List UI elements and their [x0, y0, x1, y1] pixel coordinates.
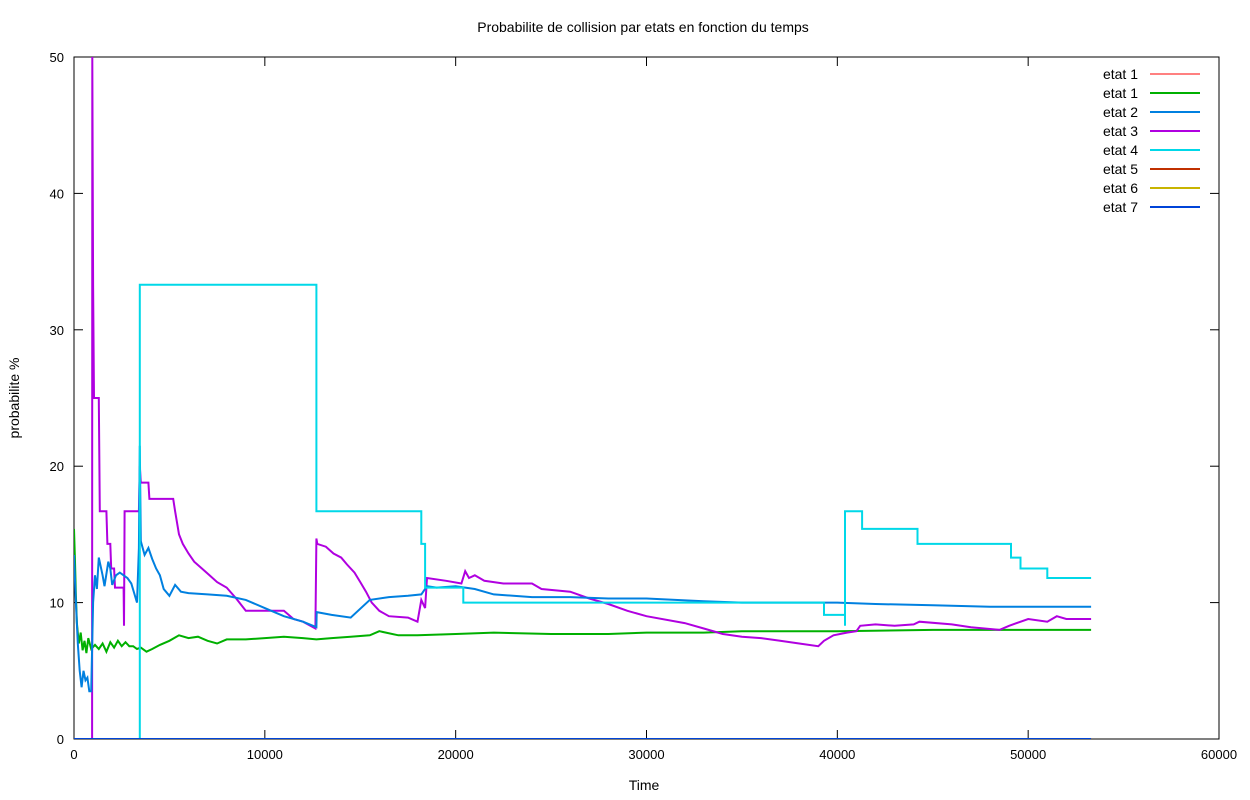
y-tick-label: 30 — [50, 323, 64, 338]
x-tick-label: 50000 — [1010, 747, 1046, 762]
y-tick-label: 40 — [50, 186, 64, 201]
series-line-3 — [91, 57, 1092, 739]
axes: 0 10000 20000 30000 40000 50000 60000 0 10 20 30 40… — [50, 50, 1238, 762]
legend-label: etat 3 — [1103, 123, 1138, 139]
legend-label: etat 4 — [1103, 142, 1138, 158]
chart-title: Probabilite de collision par etats en fo… — [477, 19, 809, 35]
x-tick-label: 0 — [70, 747, 77, 762]
y-tick-label: 10 — [50, 596, 64, 611]
legend-label: etat 6 — [1103, 180, 1138, 196]
y-tick-label: 20 — [50, 459, 64, 474]
legend-label: etat 1 — [1103, 66, 1138, 82]
legend-label: etat 5 — [1103, 161, 1138, 177]
y-axis-title: probabilite % — [6, 358, 22, 439]
x-tick-label: 60000 — [1201, 747, 1237, 762]
legend-label: etat 2 — [1103, 104, 1138, 120]
x-tick-label: 10000 — [247, 747, 283, 762]
series-group — [74, 57, 1092, 739]
x-axis-title: Time — [629, 777, 660, 793]
x-tick-label: 20000 — [438, 747, 474, 762]
y-tick-label: 0 — [57, 732, 64, 747]
y-tick-label: 50 — [50, 50, 64, 65]
legend: etat 1 etat 1 etat 2 etat 3 etat 4 etat 5 etat… — [1103, 66, 1200, 215]
series-line-2 — [74, 445, 1092, 693]
series-line-1 — [74, 528, 1092, 655]
legend-label: etat 7 — [1103, 199, 1138, 215]
series-line-4 — [138, 283, 1092, 739]
x-tick-label: 30000 — [628, 747, 664, 762]
plot-frame — [73, 56, 1220, 740]
x-tick-label: 40000 — [819, 747, 855, 762]
legend-label: etat 1 — [1103, 85, 1138, 101]
